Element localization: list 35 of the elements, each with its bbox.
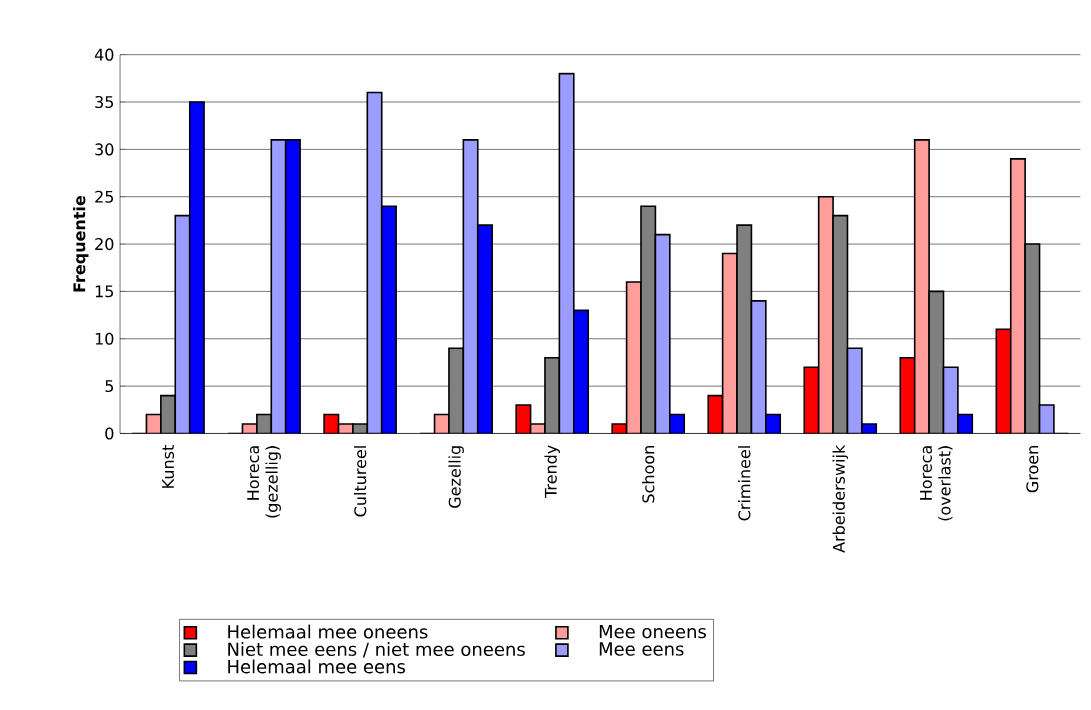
x-tick-label: Arbeiderswijk xyxy=(832,445,849,554)
x-tick-label: Kunst xyxy=(162,445,175,489)
bar xyxy=(928,290,945,434)
bar xyxy=(1024,243,1041,434)
bar xyxy=(188,101,205,434)
bar xyxy=(640,205,657,434)
bar xyxy=(833,215,848,434)
y-tick-label: 0 xyxy=(105,427,114,440)
x-tick-label: Horeca (gezellig) xyxy=(247,446,281,518)
y-tick-label: 40 xyxy=(94,48,114,61)
legend-label: Mee oneens xyxy=(599,625,706,639)
legend-label: Niet mee eens / niet mee oneens xyxy=(228,642,525,658)
legend-label: Mee eens xyxy=(599,642,684,656)
y-tick-label: 35 xyxy=(95,96,114,109)
bar xyxy=(818,196,834,434)
legend-label: Helemaal mee eens xyxy=(228,659,405,674)
x-tick-label: Horeca (overlast) xyxy=(920,446,953,521)
x-tick-label: Schoon xyxy=(642,446,655,503)
bar xyxy=(721,252,738,434)
y-tick-label: 5 xyxy=(105,380,114,393)
x-tick-label: Gezellig xyxy=(448,446,464,509)
legend-label: Helemaal mee oneens xyxy=(228,624,428,639)
y-tick-label: 10 xyxy=(95,332,114,346)
y-axis-title: Frequentie xyxy=(72,196,89,292)
bar xyxy=(913,139,930,434)
x-tick-label: Crimineel xyxy=(738,446,751,521)
y-tick-label: 30 xyxy=(95,143,114,156)
y-tick-label: 25 xyxy=(95,190,114,203)
x-tick-label: Cultureel xyxy=(353,446,367,517)
bar xyxy=(284,139,301,434)
bar xyxy=(736,224,753,434)
y-tick-label: 15 xyxy=(95,285,114,298)
y-tick-label: 20 xyxy=(95,238,114,251)
x-tick-label: Groen xyxy=(1026,446,1039,493)
x-tick-label: Trendy xyxy=(544,445,560,499)
